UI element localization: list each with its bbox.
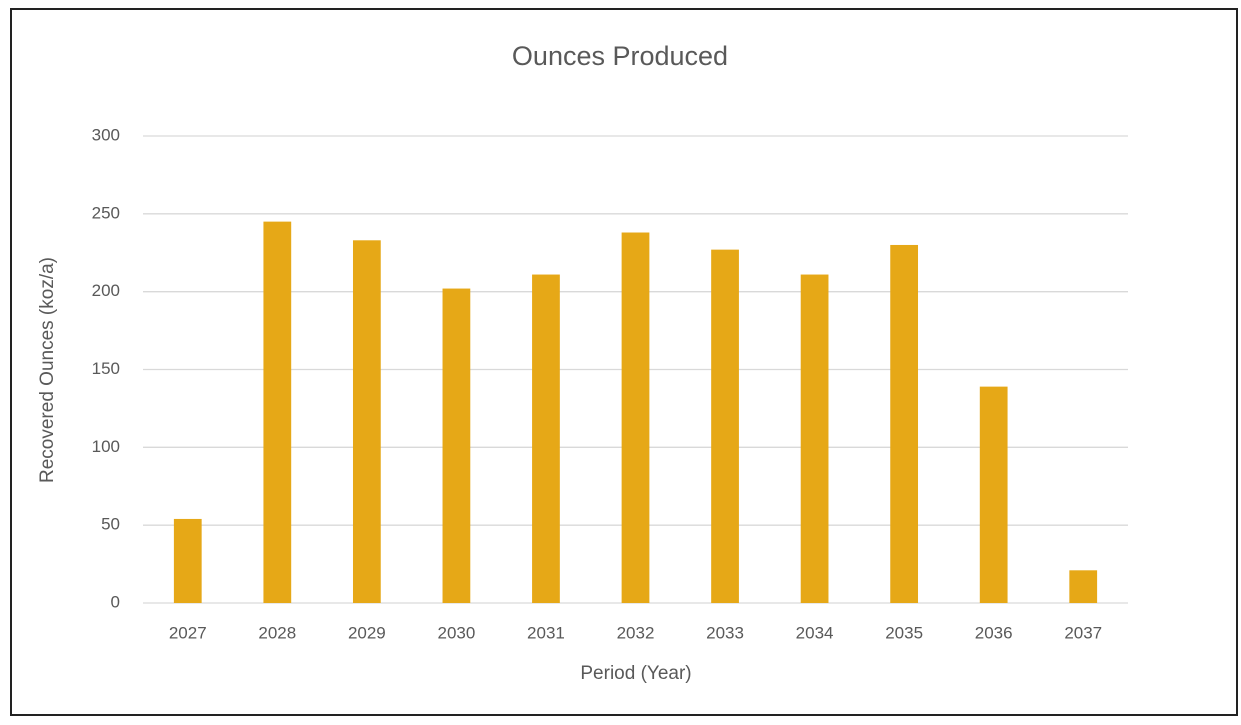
bar [263, 221, 292, 603]
x-axis-title: Period (Year) [580, 663, 691, 684]
chart-title: Ounces Produced [512, 41, 728, 71]
x-tick-label: 2030 [437, 623, 475, 642]
bar [621, 232, 650, 603]
x-tick-label: 2031 [527, 623, 565, 642]
y-tick-label: 0 [111, 592, 120, 611]
y-tick-label: 150 [92, 359, 120, 378]
y-tick-label: 100 [92, 437, 120, 456]
x-tick-label: 2036 [975, 623, 1013, 642]
x-tick-label: 2028 [258, 623, 296, 642]
bar [1069, 570, 1098, 603]
bar [532, 274, 560, 603]
y-tick-label: 200 [92, 281, 120, 300]
x-tick-label: 2035 [885, 623, 923, 642]
bar [442, 288, 471, 603]
x-tick-label: 2032 [617, 623, 655, 642]
y-tick-label: 250 [92, 203, 120, 222]
chart-frame [10, 8, 1238, 716]
x-tick-label: 2029 [348, 623, 386, 642]
y-tick-label: 50 [101, 515, 120, 534]
x-tick-label: 2033 [706, 623, 744, 642]
y-tick-label: 300 [92, 125, 120, 144]
x-tick-label: 2027 [169, 623, 207, 642]
bar [173, 518, 202, 603]
y-axis-title: Recovered Ounces (koz/a) [37, 257, 58, 483]
x-tick-label: 2037 [1064, 623, 1102, 642]
bar [711, 249, 739, 604]
bar [890, 244, 919, 603]
bar [352, 240, 381, 603]
bar [800, 274, 829, 603]
x-tick-label: 2034 [796, 623, 834, 642]
bar [979, 386, 1008, 603]
